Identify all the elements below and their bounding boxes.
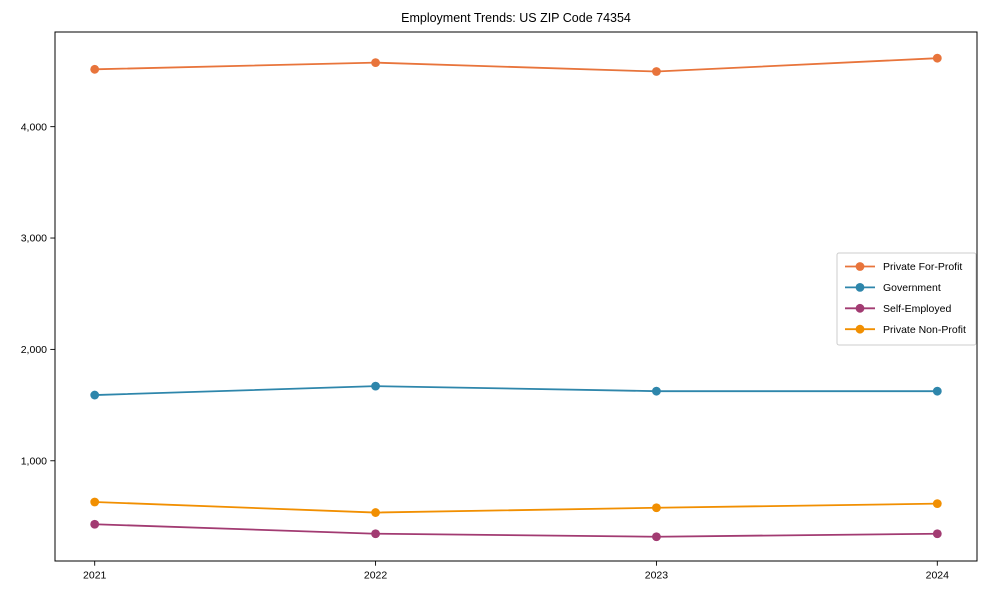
series-government: [90, 381, 942, 400]
data-point: [932, 53, 942, 63]
series-line: [93, 57, 939, 73]
series-private-for-profit: [90, 53, 942, 76]
data-point: [371, 508, 380, 517]
data-point: [90, 519, 100, 529]
x-axis: 2021 2022 2023 2024: [83, 561, 949, 582]
plot-border: [54, 31, 978, 562]
data-point: [90, 390, 100, 400]
legend-label: Private Non-Profit: [883, 324, 966, 336]
data-point: [90, 64, 100, 74]
data-point: [90, 497, 100, 507]
y-tick-label: 4,000: [21, 121, 47, 133]
legend-marker: [855, 283, 865, 292]
data-point: [652, 386, 661, 396]
y-axis: 1,000 2,000 3,000 4,000: [21, 121, 55, 467]
series-line: [93, 385, 939, 396]
y-tick-label: 1,000: [21, 455, 47, 467]
legend-marker: [855, 303, 865, 313]
chart-title: Employment Trends: US ZIP Code 74354: [401, 11, 631, 25]
legend-item: Self-Employed: [845, 303, 951, 315]
data-point: [371, 529, 380, 539]
legend-item: Government: [845, 282, 941, 294]
legend-label: Government: [883, 282, 941, 294]
legend: Private For-Profit Government Self-Employe…: [836, 252, 977, 346]
data-point: [932, 499, 942, 509]
y-tick-label: 3,000: [21, 233, 47, 245]
legend-item: Private Non-Profit: [845, 324, 966, 336]
data-point: [932, 529, 942, 539]
legend-marker: [855, 262, 865, 271]
legend-box: [836, 252, 977, 346]
legend-label: Private For-Profit: [883, 261, 962, 273]
legend-marker: [855, 324, 865, 334]
data-point: [371, 58, 380, 68]
data-point: [652, 503, 661, 513]
data-point: [652, 67, 661, 76]
x-tick-label: 2024: [926, 570, 950, 582]
y-tick-label: 2,000: [21, 344, 47, 356]
legend-label: Self-Employed: [883, 303, 951, 315]
data-point: [932, 386, 942, 396]
legend-item: Private For-Profit: [845, 261, 962, 273]
series-line: [93, 501, 939, 514]
series-line: [93, 523, 939, 538]
chart-canvas: 1,000 2,000 3,000 4,000 2021 2022 2023 2024 Priv…: [21, 31, 978, 582]
series-self-employed: [90, 519, 942, 542]
x-tick-label: 2021: [83, 570, 107, 582]
x-tick-label: 2022: [364, 570, 388, 582]
data-point: [371, 381, 380, 391]
x-tick-label: 2023: [645, 570, 669, 582]
data-point: [652, 532, 661, 542]
series-private-non-profit: [90, 497, 942, 517]
